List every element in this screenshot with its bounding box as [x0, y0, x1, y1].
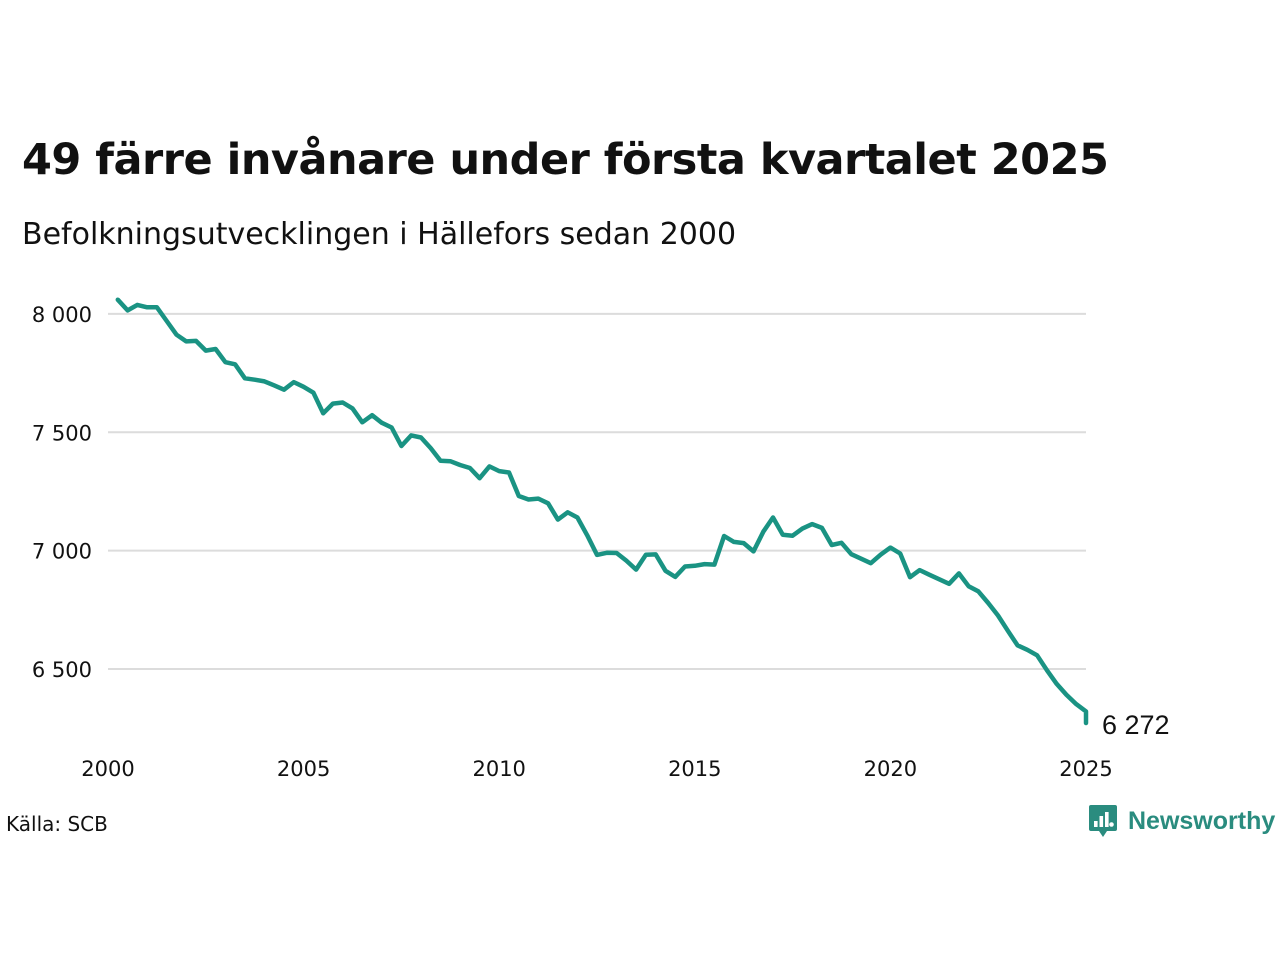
series-line — [115, 297, 1089, 726]
brand-name: Newsworthy — [1128, 806, 1276, 835]
y-tick-label: 6 500 — [32, 658, 92, 682]
x-tick-label: 2015 — [668, 757, 721, 781]
newsworthy-logo-icon — [1089, 805, 1117, 837]
x-tick-label: 2005 — [277, 757, 330, 781]
x-tick-label: 2020 — [864, 757, 917, 781]
x-tick-label: 2000 — [81, 757, 134, 781]
chart-subtitle: Befolkningsutvecklingen i Hällefors seda… — [22, 217, 737, 252]
x-axis-ticks: 2000 2005 2010 2015 2020 2025 — [81, 757, 1112, 781]
chart-title: 49 färre invånare under första kvartalet… — [22, 135, 1109, 185]
y-axis-ticks: 6 500 7 000 7 500 8 000 — [32, 303, 92, 682]
brand-logo[interactable]: Newsworthy — [1088, 803, 1275, 839]
x-tick-label: 2025 — [1059, 757, 1112, 781]
source-text: Källa: SCB — [6, 812, 108, 836]
grid-lines — [108, 312, 1086, 671]
y-tick-label: 7 000 — [32, 540, 92, 564]
end-value-label: 6 272 — [1102, 710, 1170, 740]
y-tick-label: 8 000 — [32, 303, 92, 327]
y-tick-label: 7 500 — [32, 421, 92, 445]
x-tick-label: 2010 — [472, 757, 525, 781]
